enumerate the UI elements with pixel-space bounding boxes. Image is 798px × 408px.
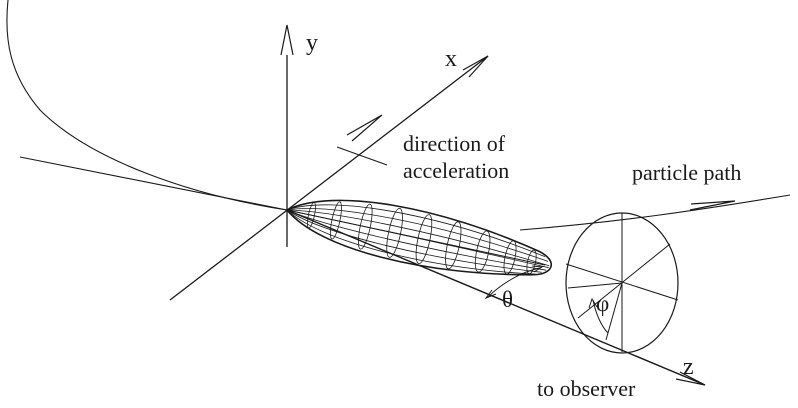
particle-path-curve (6, 0, 288, 211)
x-axis (169, 55, 489, 301)
particle-path-arrow (689, 200, 736, 211)
disc-radius-line-2 (567, 282, 623, 289)
z-axis (286, 209, 706, 386)
x-axis-label: x (445, 46, 457, 72)
theta-arrow-a (484, 289, 497, 300)
acceleration-arrow (346, 114, 383, 142)
acceleration-label-line1: direction of (403, 131, 506, 156)
theta-reference-line (286, 209, 546, 266)
y-axis-arrow (280, 24, 294, 56)
phi-arrow (588, 297, 598, 309)
theta-label: θ (502, 287, 514, 312)
acceleration-line (336, 146, 388, 166)
tangent-line (19, 156, 288, 211)
acceleration-label-line2: acceleration (403, 158, 510, 183)
theta-arc (487, 267, 541, 298)
z-axis-label: z (683, 354, 694, 380)
particle-path-continuation (519, 194, 791, 231)
theta-arrow-b (531, 265, 544, 273)
disc-radius-line (605, 282, 623, 341)
particle-path-label: particle path (632, 160, 742, 185)
y-axis-label: y (306, 30, 318, 56)
to-observer-label: to observer (537, 376, 636, 401)
disc-horizontal-line (565, 263, 679, 301)
x-axis-arrow (462, 55, 489, 78)
z-axis-arrow (675, 371, 706, 386)
phi-label: φ (596, 291, 610, 316)
phi-arc (592, 299, 609, 334)
disc-diagonal-line (577, 243, 671, 319)
